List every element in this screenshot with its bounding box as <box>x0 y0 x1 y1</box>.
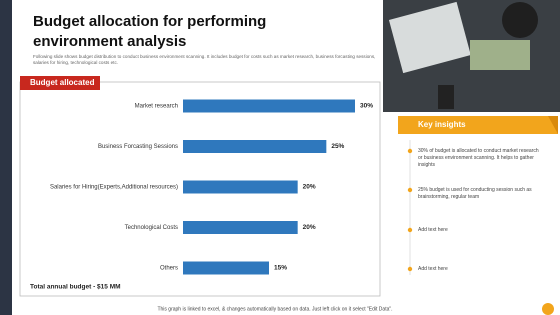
bar <box>183 140 327 153</box>
insight-item: Add text here <box>418 266 448 272</box>
chart-border <box>19 81 381 297</box>
bar <box>183 261 269 275</box>
slide-title: Budget allocation for performing environ… <box>33 13 267 50</box>
value-label: 30% <box>360 103 373 110</box>
bar <box>183 180 298 194</box>
category-label: Market research <box>135 104 178 110</box>
category-label: Technological Costs <box>125 225 178 231</box>
insights-header <box>398 116 558 134</box>
value-label: 25% <box>331 143 344 150</box>
value-label: 20% <box>303 224 316 231</box>
chart-header <box>20 76 100 90</box>
timeline-dot <box>407 187 413 193</box>
value-label: 15% <box>274 265 287 272</box>
chart-title: Budget allocated <box>30 78 95 87</box>
photo <box>383 0 560 112</box>
timeline-dot <box>407 227 413 233</box>
insight-item: 30% of budget is allocated to conduct ma… <box>418 148 539 168</box>
insights-header-corner <box>548 116 558 134</box>
category-label: Business Forcasting Sessions <box>98 144 178 150</box>
timeline-dot <box>407 266 413 272</box>
footer: This graph is linked to excel, & changes… <box>157 306 392 312</box>
page-badge <box>542 303 554 315</box>
bar <box>183 221 298 234</box>
chart-note: Total annual budget - $15 MM <box>30 284 121 291</box>
insights-title: Key insights <box>418 120 466 129</box>
category-label: Salaries for Hiring(Experts,Additional r… <box>50 185 178 191</box>
timeline-dot <box>407 148 413 154</box>
side-bar <box>0 0 12 315</box>
slide-subtitle: Following slide shows budget distributio… <box>33 54 376 65</box>
insight-item: Add text here <box>418 227 448 233</box>
insight-item: 25% budget is used for conducting sessio… <box>418 187 532 200</box>
value-label: 20% <box>303 184 316 191</box>
bar <box>183 99 355 113</box>
category-label: Others <box>160 266 178 272</box>
